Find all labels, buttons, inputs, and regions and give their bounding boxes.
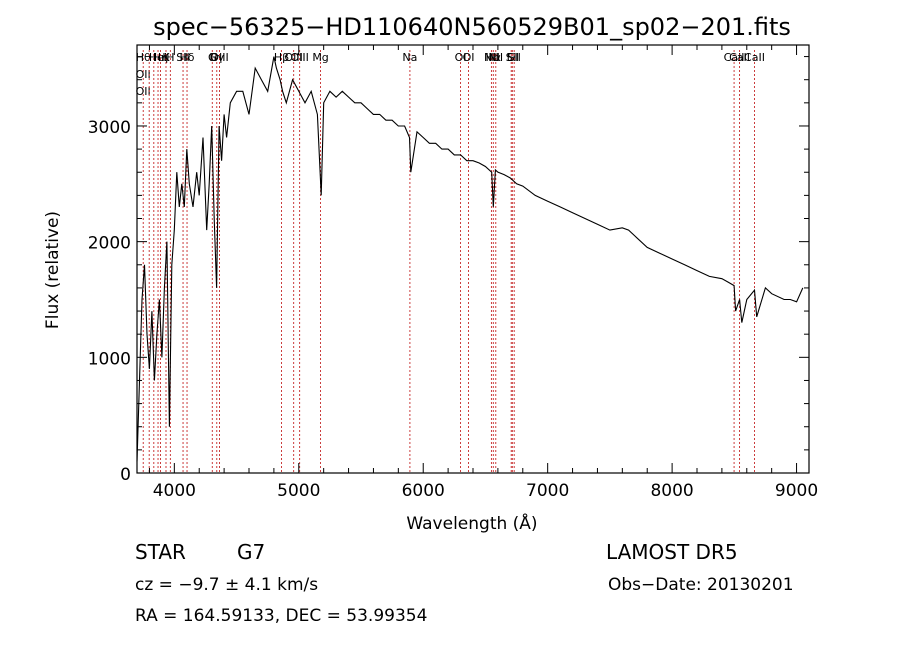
spectral-line-label: CaII [744, 51, 765, 64]
spectral-line-label: SII [506, 51, 519, 64]
spectral-line-label: NII [488, 51, 503, 64]
x-tick-label: 6000 [402, 481, 445, 501]
y-tick-label: 3000 [88, 118, 131, 138]
spectral-line-label: OIII [210, 51, 228, 64]
spectral-line-label: Hδ [180, 51, 195, 64]
spectral-line-label: HeI [149, 51, 167, 64]
spectral-line-label: OIII [290, 51, 308, 64]
spectral-line-label: OIII [284, 51, 302, 64]
spectral-line-label: Na [402, 51, 417, 64]
spectral-line-label: OII [136, 68, 151, 81]
y-tick-label: 0 [120, 465, 131, 485]
spectral-line-label: OI [463, 51, 475, 64]
axis-ticks: 4000 5000 6000 7000 8000 9000 0 1000 2000 3000 [88, 45, 818, 501]
spectrum-line [136, 56, 804, 462]
redshift-cz: cz = −9.7 ± 4.1 km/s [135, 575, 318, 595]
object-subclass: G7 [237, 540, 265, 564]
spectral-line-label: SII [176, 51, 189, 64]
survey-name: LAMOST DR5 [606, 540, 738, 564]
plot-axes [136, 44, 810, 474]
spectral-line-label: G [208, 51, 217, 64]
spectral-line-label: Hβ [274, 51, 289, 64]
spectral-line-label: SII [507, 51, 520, 64]
spectral-line-label: H [166, 51, 174, 64]
x-tick-label: 5000 [277, 481, 320, 501]
spectral-line-label: Mg [312, 51, 328, 64]
y-axis-label: Flux (relative) [43, 211, 63, 329]
spectral-line-label: Hθ [136, 51, 151, 64]
observation-date: Obs−Date: 20130201 [608, 575, 794, 595]
spectral-line-label: Li [507, 51, 516, 64]
spectral-line-label: OII [136, 85, 151, 98]
y-tick-label: 1000 [88, 349, 131, 369]
chart-title: spec−56325−HD110640N560529B01_sp02−201.f… [153, 13, 791, 41]
x-tick-label: 7000 [526, 481, 569, 501]
x-tick-label: 8000 [650, 481, 693, 501]
spectral-line-label: NII [484, 51, 499, 64]
spectral-line-label: Hη [153, 51, 168, 64]
y-tick-label: 2000 [88, 234, 131, 254]
spectral-line-label: OI [455, 51, 467, 64]
spectral-line-label: CaII [729, 51, 750, 64]
spectral-line-label: K [162, 51, 170, 64]
spectral-line-label: Hγ [209, 51, 224, 64]
object-class: STAR [135, 540, 186, 564]
spectral-line-label: Hα [486, 51, 502, 64]
coordinates: RA = 164.59133, DEC = 53.99354 [135, 606, 427, 626]
plot-frame [136, 44, 810, 474]
x-tick-label: 9000 [775, 481, 818, 501]
x-axis-label: Wavelength (Å) [406, 512, 537, 534]
x-tick-label: 4000 [153, 481, 196, 501]
